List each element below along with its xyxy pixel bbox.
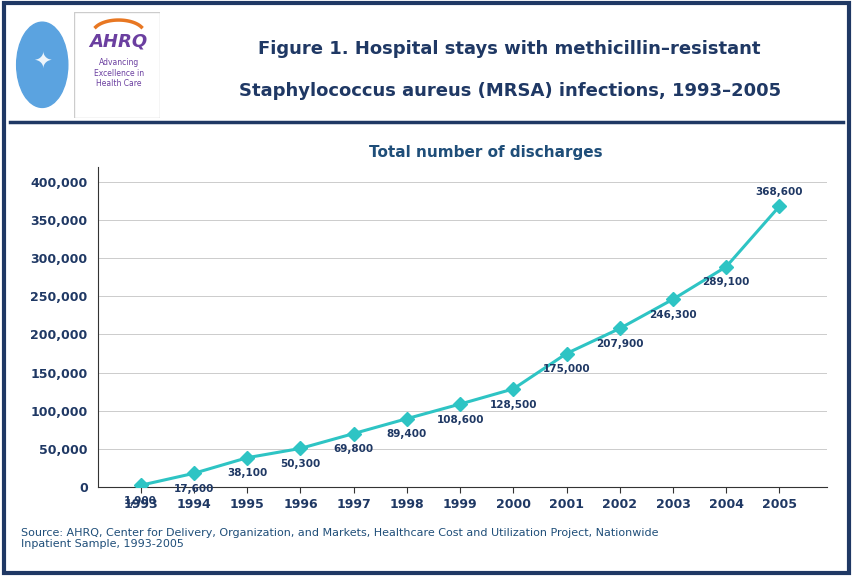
Text: ·: · — [40, 15, 44, 25]
Text: 368,600: 368,600 — [755, 187, 803, 197]
Text: 17,600: 17,600 — [174, 484, 214, 494]
Text: 108,600: 108,600 — [436, 415, 483, 425]
Text: 128,500: 128,500 — [489, 400, 537, 410]
Text: 89,400: 89,400 — [386, 429, 427, 439]
Text: ✦: ✦ — [33, 52, 51, 73]
Text: 207,900: 207,900 — [596, 339, 642, 349]
Text: 246,300: 246,300 — [648, 310, 696, 320]
Circle shape — [17, 22, 68, 107]
Text: Source: AHRQ, Center for Delivery, Organization, and Markets, Healthcare Cost an: Source: AHRQ, Center for Delivery, Organ… — [21, 528, 658, 550]
Text: 289,100: 289,100 — [702, 277, 749, 287]
Text: Total number of discharges: Total number of discharges — [369, 145, 602, 160]
Text: ·: · — [60, 15, 63, 25]
Text: AHRQ: AHRQ — [89, 32, 147, 50]
Text: ·: · — [21, 15, 25, 25]
Text: 69,800: 69,800 — [333, 444, 373, 454]
Text: 175,000: 175,000 — [542, 364, 590, 374]
Text: Advancing
Excellence in
Health Care: Advancing Excellence in Health Care — [94, 58, 143, 88]
Text: 1,900: 1,900 — [124, 496, 157, 506]
Text: 38,100: 38,100 — [227, 468, 267, 479]
Text: Figure 1. Hospital stays with methicillin–resistant: Figure 1. Hospital stays with methicilli… — [258, 40, 760, 58]
Text: 50,300: 50,300 — [280, 459, 320, 469]
Text: Staphylococcus aureus (MRSA) infections, 1993–2005: Staphylococcus aureus (MRSA) infections,… — [239, 82, 780, 100]
